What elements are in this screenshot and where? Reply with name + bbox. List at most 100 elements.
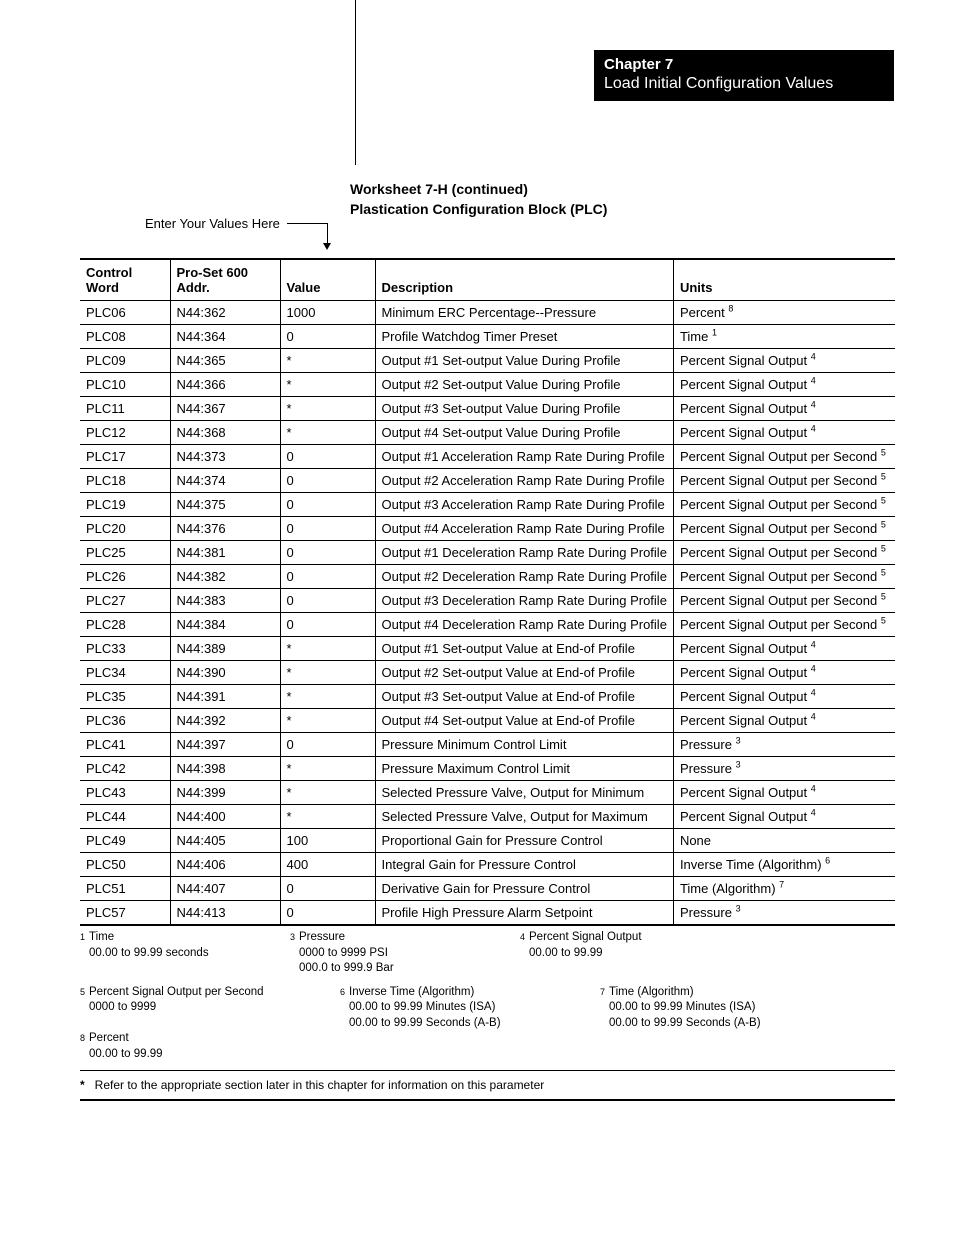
cell-addr: N44:366 bbox=[170, 373, 280, 397]
chapter-header: Chapter 7 Load Initial Configuration Val… bbox=[594, 50, 894, 101]
cell-units: Percent Signal Output 4 bbox=[673, 397, 895, 421]
cell-units: Percent Signal Output per Second 5 bbox=[673, 613, 895, 637]
footnote: 4Percent Signal Output00.00 to 99.99 bbox=[520, 930, 895, 977]
cell-value: * bbox=[280, 373, 375, 397]
footnote-number: 5 bbox=[80, 986, 85, 998]
footnote: 1Time00.00 to 99.99 seconds bbox=[80, 930, 290, 977]
cell-description: Profile Watchdog Timer Preset bbox=[375, 325, 673, 349]
cell-control-word: PLC34 bbox=[80, 661, 170, 685]
table-row: PLC20N44:3760Output #4 Acceleration Ramp… bbox=[80, 517, 895, 541]
cell-addr: N44:362 bbox=[170, 301, 280, 325]
cell-addr: N44:368 bbox=[170, 421, 280, 445]
cell-units: Percent Signal Output 4 bbox=[673, 661, 895, 685]
footnote-title: Time bbox=[89, 930, 209, 946]
footnote-number: 8 bbox=[80, 1032, 85, 1044]
cell-addr: N44:406 bbox=[170, 853, 280, 877]
cell-addr: N44:382 bbox=[170, 565, 280, 589]
cell-value: 100 bbox=[280, 829, 375, 853]
cell-units: Percent Signal Output 4 bbox=[673, 637, 895, 661]
cell-units: Percent Signal Output 4 bbox=[673, 805, 895, 829]
cell-units: Percent Signal Output per Second 5 bbox=[673, 517, 895, 541]
cell-value: 0 bbox=[280, 565, 375, 589]
worksheet-title-1: Worksheet 7-H (continued) bbox=[350, 180, 607, 200]
cell-control-word: PLC25 bbox=[80, 541, 170, 565]
cell-units: Pressure 3 bbox=[673, 757, 895, 781]
cell-value: * bbox=[280, 637, 375, 661]
table-row: PLC17N44:3730Output #1 Acceleration Ramp… bbox=[80, 445, 895, 469]
table-row: PLC36N44:392*Output #4 Set-output Value … bbox=[80, 709, 895, 733]
footnote-range: 00.00 to 99.99 seconds bbox=[89, 946, 209, 962]
table-row: PLC34N44:390*Output #2 Set-output Value … bbox=[80, 661, 895, 685]
cell-description: Pressure Maximum Control Limit bbox=[375, 757, 673, 781]
footnote: 3Pressure0000 to 9999 PSI000.0 to 999.9 … bbox=[290, 930, 520, 977]
vertical-rule bbox=[355, 0, 356, 165]
cell-description: Output #2 Deceleration Ramp Rate During … bbox=[375, 565, 673, 589]
footnote-title: Inverse Time (Algorithm) bbox=[349, 985, 501, 1001]
cell-description: Output #1 Acceleration Ramp Rate During … bbox=[375, 445, 673, 469]
cell-units: Percent Signal Output 4 bbox=[673, 685, 895, 709]
cell-control-word: PLC28 bbox=[80, 613, 170, 637]
cell-value: 0 bbox=[280, 901, 375, 926]
cell-units: Percent Signal Output 4 bbox=[673, 373, 895, 397]
footnote-title: Percent Signal Output per Second bbox=[89, 985, 264, 1001]
table-row: PLC11N44:367*Output #3 Set-output Value … bbox=[80, 397, 895, 421]
cell-description: Proportional Gain for Pressure Control bbox=[375, 829, 673, 853]
cell-description: Output #4 Acceleration Ramp Rate During … bbox=[375, 517, 673, 541]
table-row: PLC33N44:389*Output #1 Set-output Value … bbox=[80, 637, 895, 661]
cell-description: Output #3 Deceleration Ramp Rate During … bbox=[375, 589, 673, 613]
cell-control-word: PLC57 bbox=[80, 901, 170, 926]
cell-addr: N44:397 bbox=[170, 733, 280, 757]
cell-description: Output #2 Set-output Value During Profil… bbox=[375, 373, 673, 397]
cell-description: Pressure Minimum Control Limit bbox=[375, 733, 673, 757]
cell-description: Selected Pressure Valve, Output for Mini… bbox=[375, 781, 673, 805]
cell-addr: N44:381 bbox=[170, 541, 280, 565]
cell-value: * bbox=[280, 757, 375, 781]
cell-units: Time 1 bbox=[673, 325, 895, 349]
cell-control-word: PLC35 bbox=[80, 685, 170, 709]
cell-units: Percent Signal Output per Second 5 bbox=[673, 565, 895, 589]
table-row: PLC06N44:3621000Minimum ERC Percentage--… bbox=[80, 301, 895, 325]
footnote: 6Inverse Time (Algorithm)00.00 to 99.99 … bbox=[340, 985, 600, 1032]
table-row: PLC42N44:398*Pressure Maximum Control Li… bbox=[80, 757, 895, 781]
cell-description: Profile High Pressure Alarm Setpoint bbox=[375, 901, 673, 926]
cell-addr: N44:383 bbox=[170, 589, 280, 613]
footnote: 5Percent Signal Output per Second0000 to… bbox=[80, 985, 340, 1032]
cell-control-word: PLC26 bbox=[80, 565, 170, 589]
cell-value: 0 bbox=[280, 325, 375, 349]
footnote-range: 00.00 to 99.99 Seconds (A-B) bbox=[349, 1016, 501, 1032]
cell-units: Percent Signal Output per Second 5 bbox=[673, 445, 895, 469]
table-row: PLC09N44:365*Output #1 Set-output Value … bbox=[80, 349, 895, 373]
cell-value: * bbox=[280, 781, 375, 805]
star-icon: * bbox=[80, 1077, 85, 1093]
cell-control-word: PLC41 bbox=[80, 733, 170, 757]
cell-control-word: PLC27 bbox=[80, 589, 170, 613]
footnote-range: 00.00 to 99.99 Minutes (ISA) bbox=[349, 1000, 501, 1016]
cell-control-word: PLC36 bbox=[80, 709, 170, 733]
cell-description: Output #3 Set-output Value During Profil… bbox=[375, 397, 673, 421]
cell-description: Output #4 Set-output Value at End-of Pro… bbox=[375, 709, 673, 733]
cell-control-word: PLC44 bbox=[80, 805, 170, 829]
cell-value: 1000 bbox=[280, 301, 375, 325]
cell-description: Output #2 Acceleration Ramp Rate During … bbox=[375, 469, 673, 493]
table-row: PLC18N44:3740Output #2 Acceleration Ramp… bbox=[80, 469, 895, 493]
cell-control-word: PLC43 bbox=[80, 781, 170, 805]
col-addr: Pro-Set 600 Addr. bbox=[170, 259, 280, 301]
cell-value: * bbox=[280, 685, 375, 709]
table-row: PLC57N44:4130Profile High Pressure Alarm… bbox=[80, 901, 895, 926]
config-table: Control Word Pro-Set 600 Addr. Value Des… bbox=[80, 258, 895, 926]
cell-units: Inverse Time (Algorithm) 6 bbox=[673, 853, 895, 877]
table-row: PLC26N44:3820Output #2 Deceleration Ramp… bbox=[80, 565, 895, 589]
cell-control-word: PLC49 bbox=[80, 829, 170, 853]
table-row: PLC10N44:366*Output #2 Set-output Value … bbox=[80, 373, 895, 397]
cell-control-word: PLC17 bbox=[80, 445, 170, 469]
cell-units: Time (Algorithm) 7 bbox=[673, 877, 895, 901]
footnote-range: 00.00 to 99.99 Minutes (ISA) bbox=[609, 1000, 761, 1016]
cell-addr: N44:367 bbox=[170, 397, 280, 421]
chapter-title: Load Initial Configuration Values bbox=[604, 75, 884, 93]
footnote-number: 3 bbox=[290, 931, 295, 943]
cell-addr: N44:413 bbox=[170, 901, 280, 926]
cell-addr: N44:375 bbox=[170, 493, 280, 517]
cell-control-word: PLC42 bbox=[80, 757, 170, 781]
cell-control-word: PLC50 bbox=[80, 853, 170, 877]
cell-value: * bbox=[280, 709, 375, 733]
